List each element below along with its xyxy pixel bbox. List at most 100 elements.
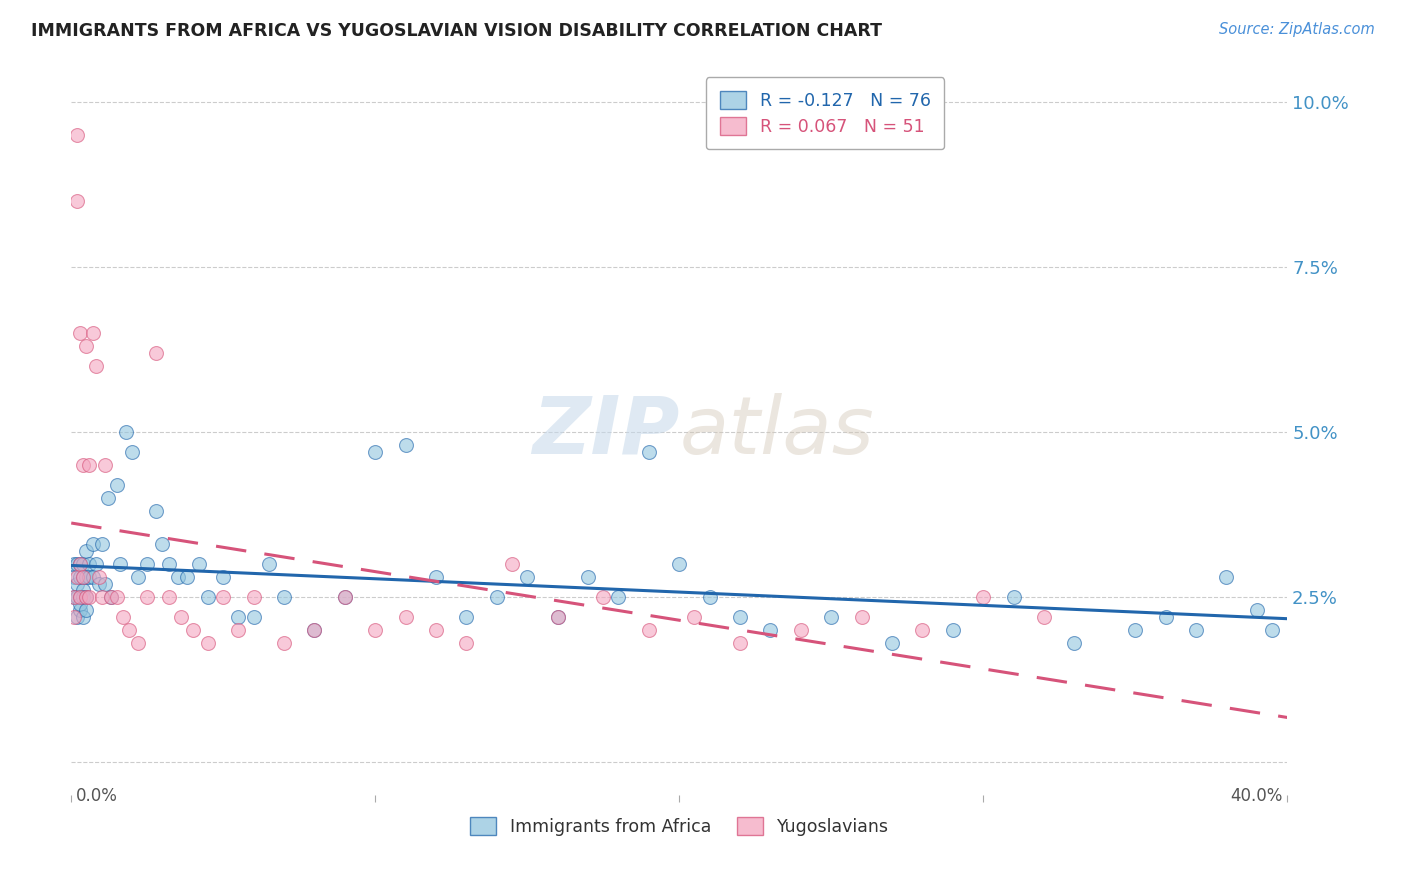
- Point: [75, 603, 97, 617]
- Point: [911, 623, 934, 637]
- Point: [972, 590, 994, 604]
- Point: [63, 590, 86, 604]
- Point: [576, 570, 599, 584]
- Point: [157, 557, 180, 571]
- Point: [90, 537, 112, 551]
- Point: [82, 570, 104, 584]
- Point: [72, 570, 94, 584]
- Point: [115, 425, 138, 439]
- Point: [759, 623, 782, 637]
- Point: [547, 609, 569, 624]
- Point: [728, 636, 751, 650]
- Point: [75, 590, 97, 604]
- Text: IMMIGRANTS FROM AFRICA VS YUGOSLAVIAN VISION DISABILITY CORRELATION CHART: IMMIGRANTS FROM AFRICA VS YUGOSLAVIAN VI…: [31, 22, 882, 40]
- Point: [592, 590, 614, 604]
- Point: [181, 623, 204, 637]
- Point: [69, 590, 91, 604]
- Point: [72, 583, 94, 598]
- Point: [63, 570, 86, 584]
- Point: [425, 623, 447, 637]
- Point: [100, 590, 122, 604]
- Point: [75, 339, 97, 353]
- Point: [75, 543, 97, 558]
- Point: [166, 570, 188, 584]
- Point: [257, 557, 280, 571]
- Point: [84, 359, 107, 373]
- Point: [121, 444, 143, 458]
- Point: [69, 557, 91, 571]
- Point: [547, 609, 569, 624]
- Point: [97, 491, 120, 505]
- Point: [82, 537, 104, 551]
- Point: [105, 477, 128, 491]
- Point: [87, 570, 110, 584]
- Text: atlas: atlas: [679, 392, 875, 471]
- Point: [1123, 623, 1146, 637]
- Point: [485, 590, 508, 604]
- Point: [72, 458, 94, 472]
- Point: [63, 557, 86, 571]
- Point: [212, 590, 235, 604]
- Point: [212, 570, 235, 584]
- Point: [75, 590, 97, 604]
- Point: [79, 590, 101, 604]
- Point: [111, 609, 134, 624]
- Point: [69, 326, 91, 340]
- Point: [242, 609, 264, 624]
- Point: [728, 609, 751, 624]
- Point: [1033, 609, 1056, 624]
- Point: [790, 623, 813, 637]
- Point: [66, 576, 89, 591]
- Point: [79, 557, 101, 571]
- Point: [108, 557, 131, 571]
- Point: [93, 576, 115, 591]
- Point: [228, 623, 250, 637]
- Point: [69, 603, 91, 617]
- Point: [66, 570, 89, 584]
- Point: [82, 326, 104, 340]
- Point: [425, 570, 447, 584]
- Point: [637, 444, 659, 458]
- Point: [84, 557, 107, 571]
- Point: [683, 609, 706, 624]
- Point: [75, 570, 97, 584]
- Point: [242, 590, 264, 604]
- Point: [66, 590, 89, 604]
- Point: [333, 590, 356, 604]
- Point: [79, 458, 101, 472]
- Point: [72, 557, 94, 571]
- Point: [1002, 590, 1025, 604]
- Point: [637, 623, 659, 637]
- Point: [501, 557, 523, 571]
- Point: [66, 609, 89, 624]
- Point: [63, 609, 86, 624]
- Point: [395, 609, 418, 624]
- Point: [145, 504, 167, 518]
- Legend: Immigrants from Africa, Yugoslavians: Immigrants from Africa, Yugoslavians: [461, 808, 897, 845]
- Point: [69, 570, 91, 584]
- Point: [66, 194, 89, 208]
- Point: [69, 597, 91, 611]
- Point: [304, 623, 326, 637]
- Point: [1246, 603, 1268, 617]
- Point: [152, 537, 174, 551]
- Point: [66, 128, 89, 142]
- Point: [273, 590, 295, 604]
- Text: 0.0%: 0.0%: [76, 787, 117, 805]
- Point: [93, 458, 115, 472]
- Point: [1215, 570, 1237, 584]
- Point: [63, 590, 86, 604]
- Point: [105, 590, 128, 604]
- Point: [333, 590, 356, 604]
- Point: [1063, 636, 1085, 650]
- Point: [157, 590, 180, 604]
- Text: Source: ZipAtlas.com: Source: ZipAtlas.com: [1219, 22, 1375, 37]
- Point: [1261, 623, 1284, 637]
- Point: [607, 590, 630, 604]
- Point: [127, 570, 149, 584]
- Point: [69, 590, 91, 604]
- Point: [176, 570, 198, 584]
- Point: [395, 438, 418, 452]
- Point: [456, 636, 478, 650]
- Point: [90, 590, 112, 604]
